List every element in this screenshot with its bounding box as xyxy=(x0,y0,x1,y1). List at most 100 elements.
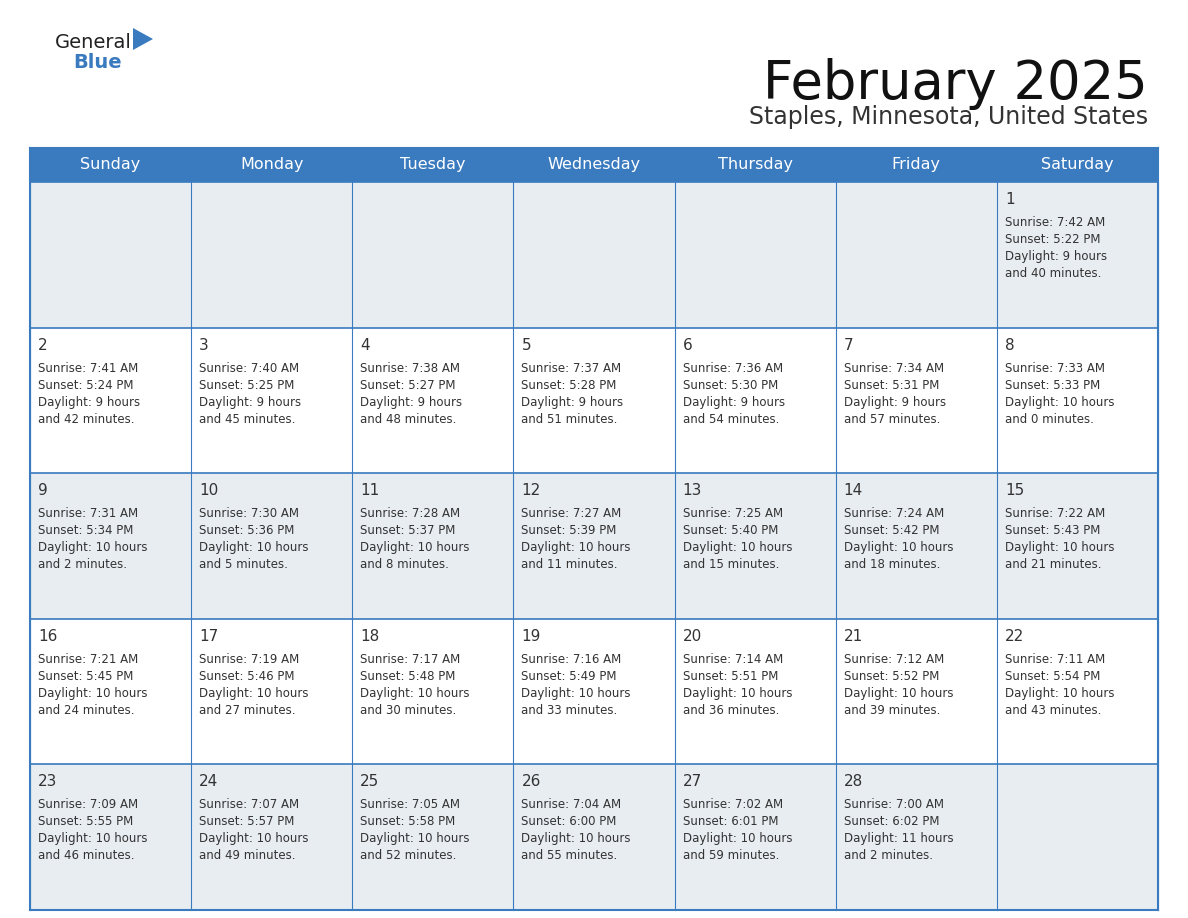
Text: 11: 11 xyxy=(360,483,379,498)
Text: 4: 4 xyxy=(360,338,369,353)
Text: 28: 28 xyxy=(843,775,862,789)
Text: Daylight: 9 hours: Daylight: 9 hours xyxy=(843,396,946,409)
Text: Daylight: 9 hours: Daylight: 9 hours xyxy=(1005,250,1107,263)
Text: Sunset: 6:02 PM: Sunset: 6:02 PM xyxy=(843,815,940,828)
Text: Sunrise: 7:04 AM: Sunrise: 7:04 AM xyxy=(522,799,621,812)
Text: and 18 minutes.: and 18 minutes. xyxy=(843,558,940,571)
Text: Sunset: 5:54 PM: Sunset: 5:54 PM xyxy=(1005,670,1100,683)
Text: Sunset: 5:49 PM: Sunset: 5:49 PM xyxy=(522,670,617,683)
Text: Sunset: 5:45 PM: Sunset: 5:45 PM xyxy=(38,670,133,683)
Text: Sunrise: 7:09 AM: Sunrise: 7:09 AM xyxy=(38,799,138,812)
Text: Sunrise: 7:42 AM: Sunrise: 7:42 AM xyxy=(1005,216,1105,229)
Text: 24: 24 xyxy=(200,775,219,789)
Polygon shape xyxy=(133,28,153,50)
Text: Sunrise: 7:21 AM: Sunrise: 7:21 AM xyxy=(38,653,138,666)
Text: Sunset: 5:58 PM: Sunset: 5:58 PM xyxy=(360,815,455,828)
Text: Sunrise: 7:05 AM: Sunrise: 7:05 AM xyxy=(360,799,460,812)
Text: Daylight: 10 hours: Daylight: 10 hours xyxy=(683,542,792,554)
Text: 21: 21 xyxy=(843,629,862,644)
Text: 15: 15 xyxy=(1005,483,1024,498)
Text: 23: 23 xyxy=(38,775,57,789)
Text: Sunset: 5:52 PM: Sunset: 5:52 PM xyxy=(843,670,939,683)
Text: Sunrise: 7:12 AM: Sunrise: 7:12 AM xyxy=(843,653,944,666)
Text: Daylight: 10 hours: Daylight: 10 hours xyxy=(522,833,631,845)
Text: Sunrise: 7:07 AM: Sunrise: 7:07 AM xyxy=(200,799,299,812)
Text: and 0 minutes.: and 0 minutes. xyxy=(1005,412,1094,426)
Bar xyxy=(30,619,1158,765)
Text: General: General xyxy=(55,33,132,52)
Text: February 2025: February 2025 xyxy=(763,58,1148,110)
Text: Sunset: 5:48 PM: Sunset: 5:48 PM xyxy=(360,670,456,683)
Text: Sunrise: 7:34 AM: Sunrise: 7:34 AM xyxy=(843,362,943,375)
Text: and 40 minutes.: and 40 minutes. xyxy=(1005,267,1101,280)
Text: 19: 19 xyxy=(522,629,541,644)
Text: and 57 minutes.: and 57 minutes. xyxy=(843,412,940,426)
Text: Daylight: 9 hours: Daylight: 9 hours xyxy=(38,396,140,409)
Text: 25: 25 xyxy=(360,775,379,789)
Text: and 51 minutes.: and 51 minutes. xyxy=(522,412,618,426)
Text: Sunset: 5:22 PM: Sunset: 5:22 PM xyxy=(1005,233,1100,246)
Text: Daylight: 10 hours: Daylight: 10 hours xyxy=(360,833,469,845)
Text: Daylight: 10 hours: Daylight: 10 hours xyxy=(1005,396,1114,409)
Text: Daylight: 10 hours: Daylight: 10 hours xyxy=(200,833,309,845)
Text: Sunset: 5:51 PM: Sunset: 5:51 PM xyxy=(683,670,778,683)
Text: Sunset: 5:42 PM: Sunset: 5:42 PM xyxy=(843,524,940,537)
Text: and 55 minutes.: and 55 minutes. xyxy=(522,849,618,862)
Text: Blue: Blue xyxy=(72,53,121,72)
Text: 1: 1 xyxy=(1005,192,1015,207)
Text: Daylight: 10 hours: Daylight: 10 hours xyxy=(38,687,147,700)
Bar xyxy=(30,473,1158,619)
Bar xyxy=(30,328,1158,473)
Bar xyxy=(30,182,1158,328)
Text: Sunrise: 7:16 AM: Sunrise: 7:16 AM xyxy=(522,653,621,666)
Text: 17: 17 xyxy=(200,629,219,644)
Text: 13: 13 xyxy=(683,483,702,498)
Text: 26: 26 xyxy=(522,775,541,789)
Text: Sunrise: 7:24 AM: Sunrise: 7:24 AM xyxy=(843,508,944,521)
Text: and 59 minutes.: and 59 minutes. xyxy=(683,849,779,862)
Text: Sunset: 5:46 PM: Sunset: 5:46 PM xyxy=(200,670,295,683)
Text: 2: 2 xyxy=(38,338,48,353)
Text: Daylight: 10 hours: Daylight: 10 hours xyxy=(360,542,469,554)
Text: Daylight: 9 hours: Daylight: 9 hours xyxy=(522,396,624,409)
Text: Friday: Friday xyxy=(892,158,941,173)
Text: 20: 20 xyxy=(683,629,702,644)
Text: Daylight: 10 hours: Daylight: 10 hours xyxy=(843,687,953,700)
Text: 7: 7 xyxy=(843,338,853,353)
Text: Sunset: 5:34 PM: Sunset: 5:34 PM xyxy=(38,524,133,537)
Text: Sunset: 5:36 PM: Sunset: 5:36 PM xyxy=(200,524,295,537)
Text: and 54 minutes.: and 54 minutes. xyxy=(683,412,779,426)
Text: Sunrise: 7:28 AM: Sunrise: 7:28 AM xyxy=(360,508,461,521)
Text: Daylight: 10 hours: Daylight: 10 hours xyxy=(683,687,792,700)
Text: Daylight: 9 hours: Daylight: 9 hours xyxy=(683,396,785,409)
Text: Daylight: 10 hours: Daylight: 10 hours xyxy=(38,542,147,554)
Text: Sunrise: 7:02 AM: Sunrise: 7:02 AM xyxy=(683,799,783,812)
Text: and 24 minutes.: and 24 minutes. xyxy=(38,704,134,717)
Text: and 45 minutes.: and 45 minutes. xyxy=(200,412,296,426)
Text: 5: 5 xyxy=(522,338,531,353)
Text: Sunrise: 7:11 AM: Sunrise: 7:11 AM xyxy=(1005,653,1105,666)
Text: and 52 minutes.: and 52 minutes. xyxy=(360,849,456,862)
Text: Sunset: 5:57 PM: Sunset: 5:57 PM xyxy=(200,815,295,828)
Text: and 36 minutes.: and 36 minutes. xyxy=(683,704,779,717)
Text: and 49 minutes.: and 49 minutes. xyxy=(200,849,296,862)
Text: 12: 12 xyxy=(522,483,541,498)
Text: Sunrise: 7:14 AM: Sunrise: 7:14 AM xyxy=(683,653,783,666)
Text: 27: 27 xyxy=(683,775,702,789)
Text: Sunrise: 7:41 AM: Sunrise: 7:41 AM xyxy=(38,362,138,375)
Text: Sunrise: 7:31 AM: Sunrise: 7:31 AM xyxy=(38,508,138,521)
Text: 6: 6 xyxy=(683,338,693,353)
Text: Sunset: 5:37 PM: Sunset: 5:37 PM xyxy=(360,524,456,537)
Text: and 43 minutes.: and 43 minutes. xyxy=(1005,704,1101,717)
Text: and 42 minutes.: and 42 minutes. xyxy=(38,412,134,426)
Text: Tuesday: Tuesday xyxy=(400,158,466,173)
Text: Sunset: 6:00 PM: Sunset: 6:00 PM xyxy=(522,815,617,828)
Text: 10: 10 xyxy=(200,483,219,498)
Text: and 21 minutes.: and 21 minutes. xyxy=(1005,558,1101,571)
Text: 9: 9 xyxy=(38,483,48,498)
Text: Daylight: 10 hours: Daylight: 10 hours xyxy=(1005,687,1114,700)
Text: Sunset: 6:01 PM: Sunset: 6:01 PM xyxy=(683,815,778,828)
Text: and 11 minutes.: and 11 minutes. xyxy=(522,558,618,571)
Text: 3: 3 xyxy=(200,338,209,353)
Text: and 39 minutes.: and 39 minutes. xyxy=(843,704,940,717)
